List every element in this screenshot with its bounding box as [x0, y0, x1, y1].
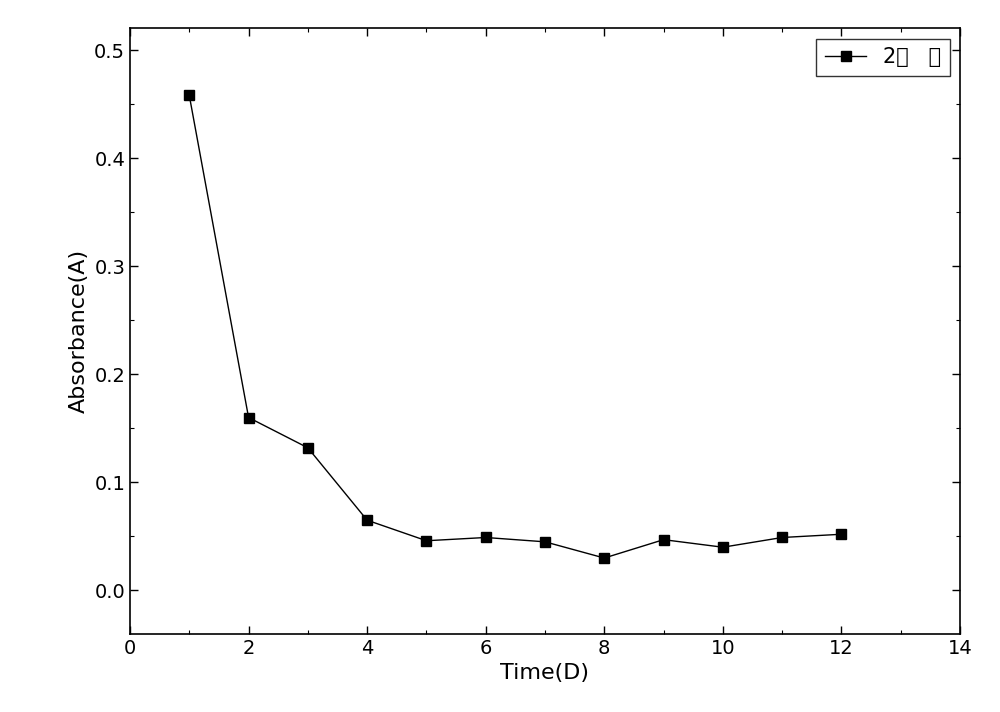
Y-axis label: Absorbance(A): Absorbance(A): [69, 249, 89, 413]
2号   点: [717, 543, 729, 552]
2号   点: [598, 554, 610, 562]
2号   点: [420, 536, 432, 545]
Legend: 2号   点: 2号 点: [816, 39, 950, 75]
2号   点: [835, 530, 847, 538]
X-axis label: Time(D): Time(D): [501, 663, 590, 683]
2号   点: [539, 538, 551, 546]
2号   点: [183, 91, 195, 100]
Line: 2号   点: 2号 点: [184, 90, 846, 563]
2号   点: [776, 533, 788, 542]
2号   点: [243, 413, 255, 422]
2号   点: [480, 533, 492, 542]
2号   点: [658, 535, 670, 544]
2号   点: [302, 444, 314, 452]
2号   点: [361, 516, 373, 525]
